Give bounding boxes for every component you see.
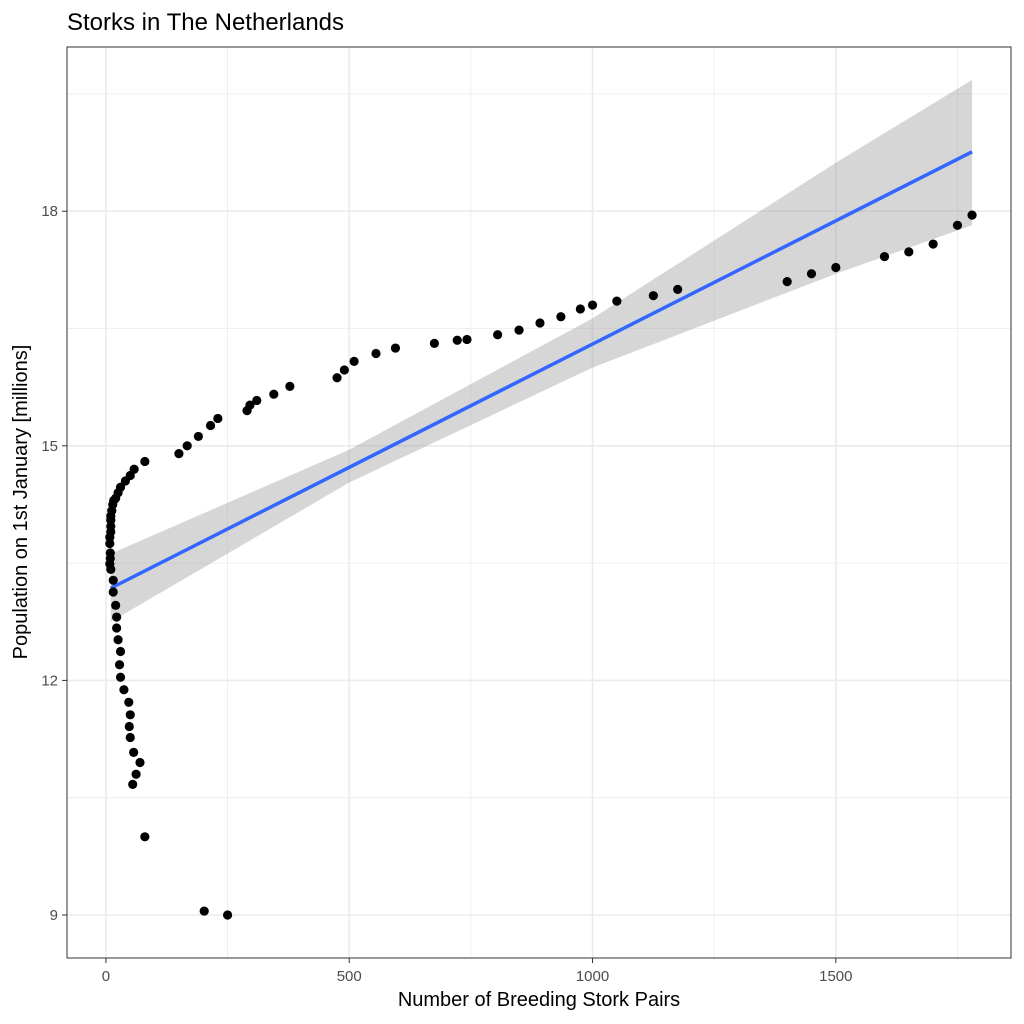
data-point (108, 575, 118, 585)
y-tick-label: 12 (41, 672, 58, 689)
data-point (928, 239, 938, 249)
data-point (131, 769, 141, 779)
data-points (105, 210, 977, 920)
data-point (129, 464, 139, 474)
data-point (587, 300, 598, 310)
data-point (115, 646, 126, 657)
data-point (115, 672, 126, 682)
data-point (115, 482, 126, 492)
data-point (119, 685, 129, 695)
x-tick-label: 1500 (819, 968, 852, 985)
data-point (782, 276, 792, 287)
data-point (371, 348, 381, 359)
data-point (125, 710, 135, 720)
data-point (128, 779, 138, 790)
data-point (135, 757, 145, 768)
data-point (193, 431, 203, 442)
regression-fit-line (110, 150, 973, 590)
y-tick-label: 18 (41, 203, 58, 220)
data-point (648, 291, 658, 301)
data-point (879, 251, 890, 262)
x-tick-label: 1000 (576, 968, 609, 985)
confidence-band (110, 79, 973, 622)
data-point (114, 660, 125, 670)
data-point (108, 587, 118, 597)
data-point (339, 365, 349, 375)
data-point (125, 732, 135, 743)
data-point (140, 456, 150, 467)
x-tick-label: 0 (102, 968, 110, 985)
data-point (222, 910, 233, 920)
data-point (174, 449, 184, 459)
data-point (556, 312, 566, 322)
data-point (673, 284, 683, 295)
data-point (952, 220, 963, 230)
y-tick-label: 15 (41, 438, 58, 455)
data-point (205, 420, 216, 431)
data-point (462, 334, 472, 345)
data-point (429, 338, 439, 348)
data-point (612, 296, 622, 306)
data-point (967, 210, 977, 220)
y-tick-label: 9 (50, 907, 58, 924)
data-point (182, 441, 192, 451)
chart-title: Storks in The Netherlands (67, 9, 344, 36)
data-point (105, 548, 115, 558)
data-point (493, 330, 503, 340)
data-point (904, 247, 914, 257)
data-point (129, 747, 139, 757)
data-point (831, 262, 841, 273)
data-point (113, 635, 123, 645)
data-point (285, 381, 295, 391)
data-point (199, 906, 209, 916)
data-point (111, 600, 121, 610)
data-point (124, 697, 134, 707)
data-point (535, 318, 545, 328)
grid-major-lines (67, 47, 1011, 958)
data-point (140, 832, 150, 842)
x-tick-label: 500 (337, 968, 362, 985)
data-point (332, 373, 342, 383)
data-point (112, 623, 122, 633)
data-point (245, 400, 255, 410)
x-axis-ticks: 0 500 1000 1500 (102, 958, 853, 985)
x-axis-label: Number of Breeding Stork Pairs (398, 989, 680, 1011)
plot-panel-border (66, 46, 1012, 959)
data-point (390, 343, 401, 353)
data-point (452, 335, 462, 345)
y-axis-label: Population on 1st January [millions] (10, 345, 32, 660)
y-axis-ticks: 9 12 15 18 (41, 203, 67, 924)
data-point (514, 325, 524, 335)
data-point (269, 389, 279, 399)
plot-panel-background (67, 47, 1011, 958)
data-point (252, 395, 262, 406)
data-point (575, 304, 585, 314)
data-point (806, 269, 817, 279)
data-point (349, 356, 359, 366)
grid-minor-lines (67, 47, 1011, 958)
data-point (112, 612, 122, 622)
data-point (124, 721, 134, 732)
data-point (213, 413, 223, 424)
